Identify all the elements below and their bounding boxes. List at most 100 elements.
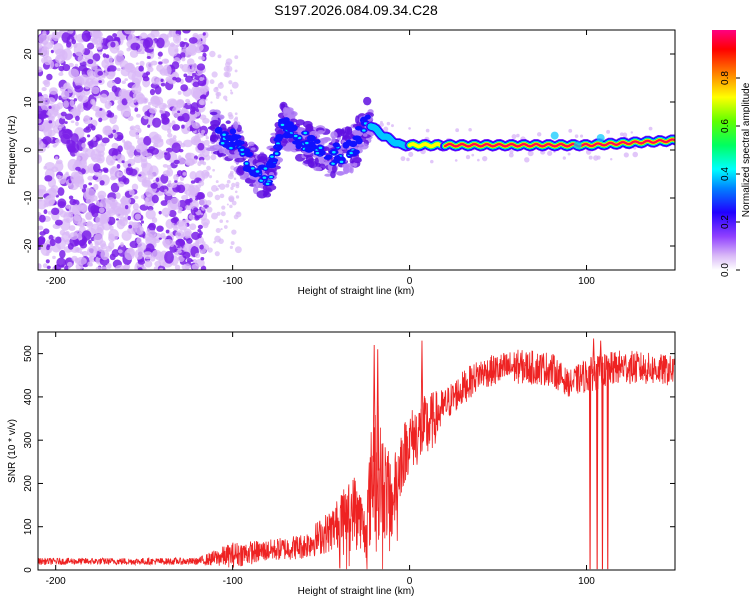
ridge-blob bbox=[217, 152, 227, 157]
speckle-dot bbox=[182, 139, 193, 148]
speckle-dot bbox=[151, 194, 159, 204]
ridge-core bbox=[339, 160, 344, 164]
speckle-dot bbox=[123, 111, 132, 117]
speckle-dot bbox=[69, 198, 77, 206]
speckle-dot bbox=[101, 137, 110, 144]
ridge-core bbox=[303, 131, 308, 135]
ridge-blob bbox=[358, 143, 369, 150]
speckle-dot bbox=[189, 223, 197, 231]
speckle-dot bbox=[124, 205, 129, 210]
speckle-dot bbox=[173, 174, 179, 181]
speckle-dot bbox=[568, 128, 573, 133]
speckle-dot bbox=[146, 170, 152, 175]
speckle-dot bbox=[38, 235, 46, 245]
speckle-dot bbox=[215, 91, 220, 97]
speckle-dot bbox=[477, 158, 480, 162]
speckle-dot bbox=[133, 155, 143, 164]
speckle-dot bbox=[171, 124, 181, 131]
ridge-blob bbox=[315, 162, 321, 168]
speckle-dot bbox=[161, 116, 170, 125]
y-tick-label: 10 bbox=[23, 96, 34, 108]
speckle-dot bbox=[623, 152, 629, 158]
ridge-core bbox=[265, 182, 270, 186]
speckle-dot bbox=[391, 124, 394, 128]
speckle-dot bbox=[102, 53, 107, 58]
speckle-dot bbox=[579, 134, 584, 138]
colorbar-label: Normalized spectral amplitude bbox=[741, 82, 750, 217]
speckle-dot bbox=[211, 212, 218, 220]
ridge-blob bbox=[209, 145, 215, 150]
ridge-core bbox=[314, 139, 321, 144]
ridge-blob bbox=[237, 165, 245, 174]
ridge-core bbox=[349, 151, 354, 155]
speckle-dot bbox=[108, 71, 116, 77]
speckle-dot bbox=[152, 179, 156, 183]
speckle-dot bbox=[70, 133, 79, 144]
speckle-dot bbox=[145, 243, 155, 254]
speckle-dot bbox=[215, 95, 220, 100]
speckle-dot bbox=[230, 89, 233, 92]
speckle-dot bbox=[116, 171, 124, 178]
ridge-blob bbox=[209, 111, 218, 116]
ridge-blob bbox=[288, 137, 294, 143]
snr-panel: -200 -100 0 100 0 100 200 300 400 500 Height of … bbox=[7, 331, 676, 597]
colorbar-ticks: 0.0 0.2 0.4 0.6 0.8 bbox=[720, 71, 740, 277]
speckle-dot bbox=[89, 37, 95, 42]
speckle-dot bbox=[202, 117, 210, 124]
speckle-dot bbox=[197, 142, 205, 151]
x-tick-label: -200 bbox=[46, 276, 66, 287]
speckle-dot bbox=[228, 80, 233, 85]
speckle-dot bbox=[408, 127, 411, 130]
x-tick-label: 0 bbox=[407, 576, 413, 587]
speckle-dot bbox=[106, 262, 112, 269]
ridge-blob bbox=[234, 157, 245, 163]
speckle-dot bbox=[81, 142, 87, 148]
ridge-core bbox=[284, 121, 294, 128]
speckle-dot bbox=[408, 151, 414, 157]
speckle-dot bbox=[567, 152, 571, 156]
speckle-dot bbox=[168, 180, 172, 184]
speckle-dot bbox=[226, 179, 231, 184]
speckle-dot bbox=[188, 198, 193, 203]
speckle-dot bbox=[148, 222, 156, 231]
speckle-dot bbox=[91, 86, 100, 95]
speckle-dot bbox=[58, 117, 66, 125]
speckle-dot bbox=[168, 30, 173, 35]
speckle-dot bbox=[67, 261, 73, 267]
ridge-core bbox=[224, 135, 234, 140]
speckle-dot bbox=[142, 251, 153, 260]
snr-frame bbox=[37, 331, 676, 571]
speckle-dot bbox=[54, 138, 61, 144]
speckle-dot bbox=[113, 133, 118, 139]
speckle-dot bbox=[203, 139, 210, 146]
speckle-dot bbox=[214, 194, 221, 201]
speckle-dot bbox=[120, 242, 124, 248]
ridge-blob bbox=[335, 171, 347, 176]
speckle-dot bbox=[127, 163, 132, 167]
speckle-dot bbox=[165, 229, 170, 234]
ridge-core bbox=[240, 148, 244, 152]
ridge-blob bbox=[342, 165, 353, 173]
speckle-dot bbox=[236, 211, 239, 215]
speckle-dot bbox=[115, 218, 119, 221]
speckle-dot bbox=[43, 55, 53, 66]
speckle-dot bbox=[91, 78, 99, 85]
speckle-dot bbox=[38, 184, 47, 194]
speckle-dot bbox=[38, 96, 46, 107]
y-tick-label: 300 bbox=[23, 431, 34, 448]
speckle-dot bbox=[181, 112, 190, 123]
speckle-dot bbox=[213, 87, 219, 93]
speckle-dot bbox=[153, 138, 164, 148]
speckle-dot bbox=[164, 189, 168, 192]
speckle-dot bbox=[87, 123, 94, 129]
speckle-dot bbox=[107, 91, 116, 103]
speckle-dot bbox=[122, 177, 130, 185]
speckle-dot bbox=[43, 79, 51, 88]
ridge-blob bbox=[207, 126, 216, 130]
ridge-core bbox=[352, 135, 362, 141]
speckle-dot bbox=[183, 247, 188, 252]
speckle-dot bbox=[38, 111, 47, 120]
ridge-core bbox=[293, 134, 298, 138]
speckle-dot bbox=[190, 259, 194, 262]
